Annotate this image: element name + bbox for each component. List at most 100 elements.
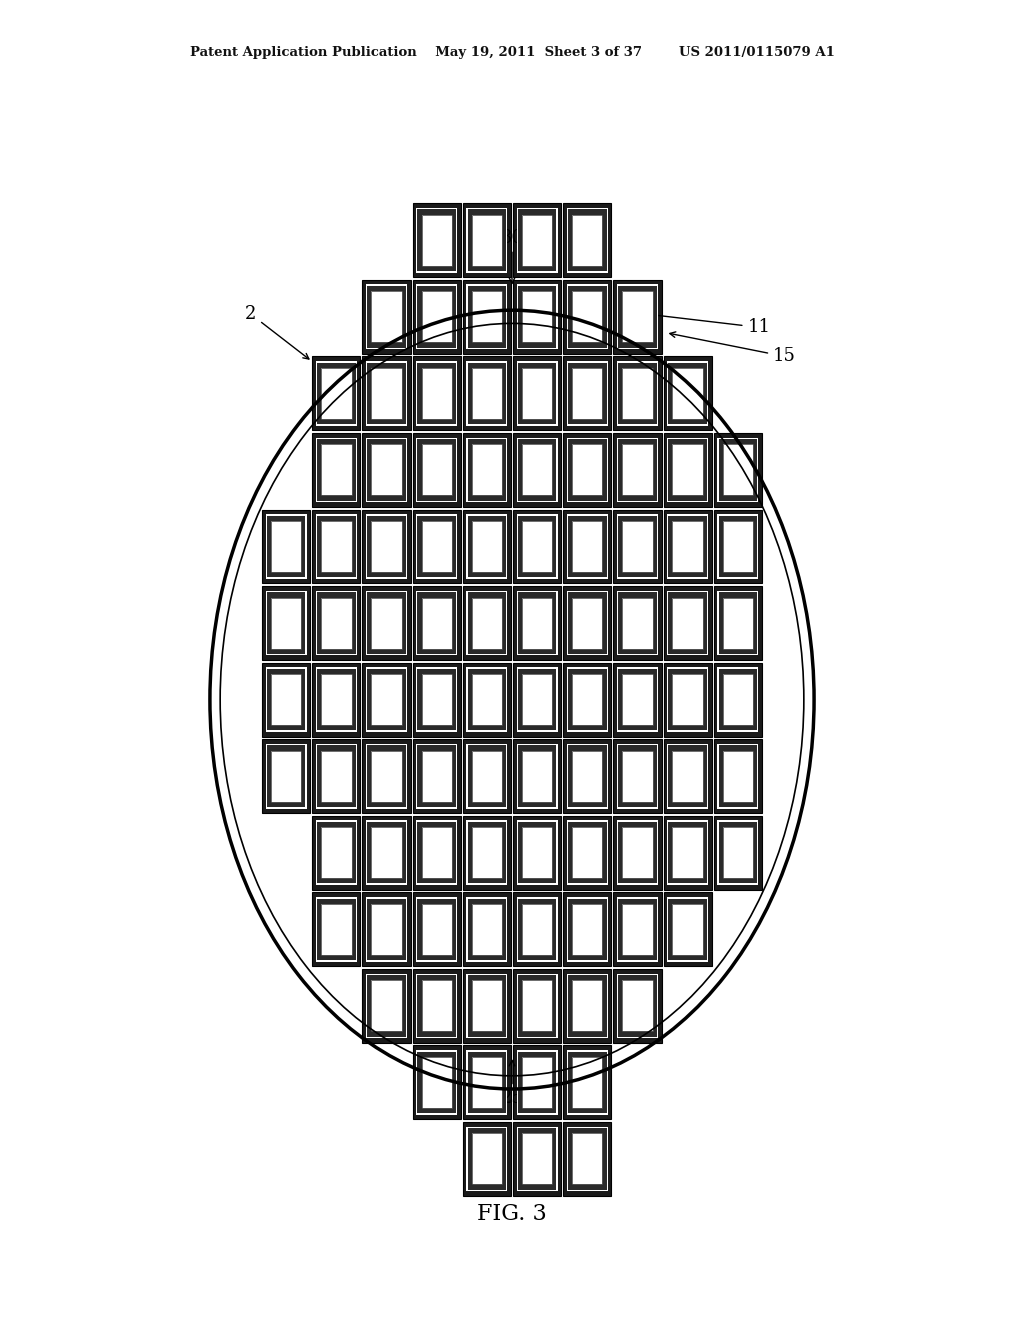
Bar [418,593,456,653]
Bar [422,675,452,725]
Bar [413,1045,461,1119]
Bar [714,433,762,507]
Bar [467,668,508,731]
Bar [572,1057,602,1107]
Bar [623,751,652,801]
Bar [673,904,702,954]
Bar [563,739,611,813]
Bar [572,1134,602,1184]
Bar [463,816,511,890]
Bar [719,516,757,577]
Bar [623,368,652,418]
Bar [422,292,452,342]
Bar [723,445,753,495]
Bar [422,445,452,495]
Bar [368,746,406,807]
Bar [513,433,561,507]
Bar [516,744,557,808]
Bar [362,663,411,737]
Bar [673,751,702,801]
Bar [368,440,406,500]
Bar [668,744,709,808]
Bar [418,975,456,1036]
Bar [563,816,611,890]
Bar [372,598,401,648]
Bar [616,821,657,886]
Bar [563,1045,611,1119]
Bar [616,438,657,503]
Bar [568,1052,606,1113]
Bar [413,586,461,660]
Bar [418,1052,456,1113]
Bar [413,356,461,430]
Bar [673,598,702,648]
Bar [616,898,657,962]
Bar [623,292,652,342]
Bar [719,440,757,500]
Bar [522,292,552,342]
Bar [717,515,758,579]
Bar [518,210,556,271]
Bar [367,974,407,1039]
Bar [322,904,351,954]
Bar [572,751,602,801]
Bar [472,521,502,572]
Bar [413,892,461,966]
Bar [568,1129,606,1189]
Bar [422,751,452,801]
Bar [513,586,561,660]
Bar [623,981,652,1031]
Bar [463,892,511,966]
Bar [472,1057,502,1107]
Bar [613,280,662,354]
Bar [668,362,709,426]
Bar [572,981,602,1031]
Bar [668,515,709,579]
Bar [472,598,502,648]
Bar [362,433,411,507]
Bar [422,445,452,495]
Bar [413,969,461,1043]
Bar [472,445,502,495]
Bar [613,663,662,737]
Bar [472,215,502,265]
Bar [472,1134,502,1184]
Bar [472,828,502,878]
Bar [673,751,702,801]
Bar [322,368,351,418]
Bar [267,746,305,807]
Bar [362,356,411,430]
Bar [664,892,712,966]
Bar [422,368,452,418]
Bar [522,521,552,572]
Bar [522,215,552,265]
Bar [572,981,602,1031]
Bar [567,591,608,656]
Bar [516,668,557,731]
Bar [567,209,608,273]
Bar [262,510,310,583]
Bar [522,1057,552,1107]
Bar [522,368,552,418]
Bar [368,975,406,1036]
Bar [518,363,556,424]
Bar [463,1122,511,1196]
Bar [362,892,411,966]
Bar [563,969,611,1043]
Bar [513,1122,561,1196]
Bar [312,663,360,737]
Bar [422,981,452,1031]
Bar [322,598,351,648]
Bar [472,292,502,342]
Bar [271,675,301,725]
Bar [468,746,506,807]
Bar [669,669,707,730]
Bar [563,433,611,507]
Bar [723,598,753,648]
Bar [266,591,307,656]
Bar [463,356,511,430]
Bar [723,751,753,801]
Bar [422,904,452,954]
Bar [714,739,762,813]
Bar [572,368,602,418]
